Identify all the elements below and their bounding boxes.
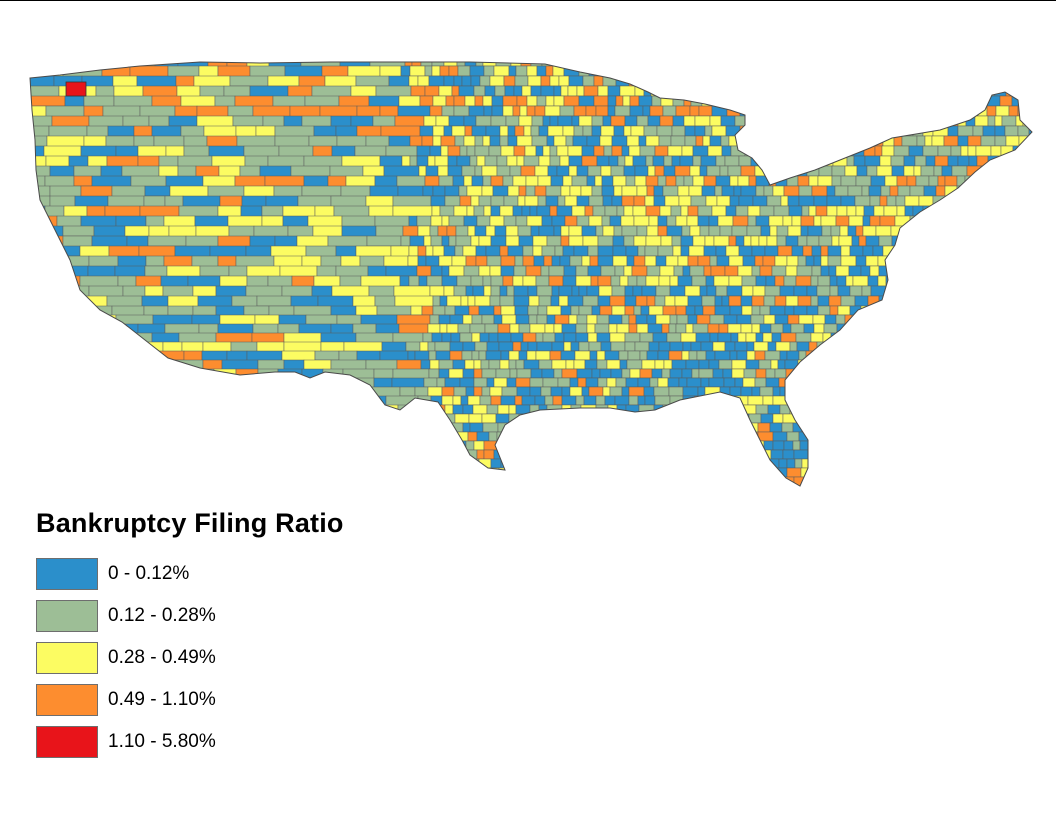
legend-swatch-0	[36, 558, 98, 590]
legend-item-2: 0.28 - 0.49%	[36, 641, 344, 675]
red-county-hotspot	[65, 81, 87, 97]
legend-label-3: 0.49 - 1.10%	[108, 689, 216, 710]
frame-top-border	[0, 0, 1056, 1]
legend-swatch-3	[36, 684, 98, 716]
legend-swatch-2	[36, 642, 98, 674]
legend-swatch-1	[36, 600, 98, 632]
legend-label-4: 1.10 - 5.80%	[108, 731, 216, 752]
legend-item-0: 0 - 0.12%	[36, 557, 344, 591]
choropleth-map	[29, 61, 1033, 487]
legend-label-2: 0.28 - 0.49%	[108, 647, 216, 668]
legend-title: Bankruptcy Filing Ratio	[36, 508, 344, 538]
legend-swatch-4	[36, 726, 98, 758]
legend-label-1: 0.12 - 0.28%	[108, 605, 216, 626]
legend-item-4: 1.10 - 5.80%	[36, 725, 344, 759]
legend-item-3: 0.49 - 1.10%	[36, 683, 344, 717]
legend-label-0: 0 - 0.12%	[108, 563, 190, 584]
map-legend: Bankruptcy Filing Ratio 0 - 0.12% 0.12 -…	[36, 508, 344, 767]
legend-item-1: 0.12 - 0.28%	[36, 599, 344, 633]
